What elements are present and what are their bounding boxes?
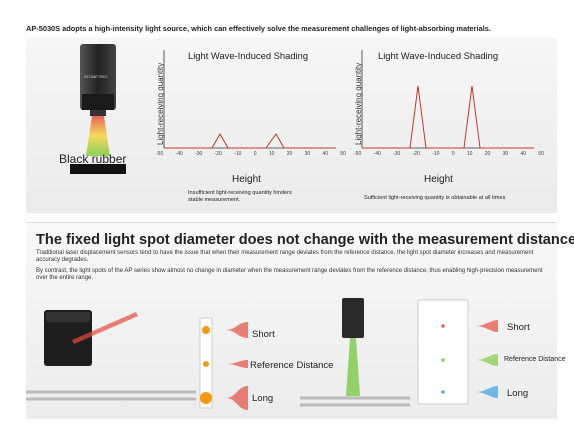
- chart-title: Light Wave-Induced Shading: [378, 50, 499, 61]
- headline: AP-5030S adopts a high-intensity light s…: [26, 24, 491, 33]
- tick: 10: [268, 151, 275, 157]
- tick: 40: [322, 151, 329, 157]
- tick: -10: [234, 151, 242, 157]
- right-short-label: Short: [507, 322, 530, 333]
- right-long-label: Long: [507, 388, 529, 399]
- right-reference-label: Reference Distance: [504, 356, 566, 363]
- chart-note: Insufficient light-receiving quantity hi…: [188, 190, 292, 203]
- tick: -20: [412, 151, 420, 157]
- tick: 10: [466, 151, 473, 157]
- left-long-label: Long: [252, 393, 274, 404]
- tick: 20: [484, 151, 491, 157]
- peak-line: [362, 85, 534, 149]
- traditional-laser-beam: [72, 312, 138, 344]
- top-panel: ATOMETRIO Black rubber Light Wave-Induce…: [26, 38, 557, 213]
- tick: 40: [520, 151, 527, 157]
- tick: 0: [451, 151, 455, 157]
- chart-note: Sufficient light-receiving quantity is o…: [364, 195, 506, 201]
- paragraph-ap-series: By contrast, the light spots of the AP s…: [36, 268, 543, 281]
- bottom-title: The fixed light spot diameter does not c…: [36, 232, 574, 248]
- ap-sensor-body: [342, 298, 364, 338]
- tick: -30: [195, 151, 203, 157]
- tick: -30: [393, 151, 401, 157]
- chart-ticks: -50 -40 -30 -20 -10 0 10 20 30 40 50: [354, 151, 544, 157]
- tick: -50: [156, 151, 164, 157]
- tick: -40: [175, 151, 183, 157]
- tick: -20: [214, 151, 222, 157]
- spot-ladder: [417, 299, 469, 405]
- ap-laser-beam: [346, 338, 360, 396]
- left-reference-label: Reference Distance: [250, 360, 334, 371]
- tick: 50: [340, 151, 346, 157]
- chart-ticks: -50 -40 -30 -20 -10 0 10 20 30 40 50: [156, 151, 346, 157]
- tick: -50: [354, 151, 362, 157]
- tick: 30: [304, 151, 311, 157]
- tick: -40: [373, 151, 381, 157]
- chart-plot: [163, 50, 336, 149]
- tick: 0: [253, 151, 257, 157]
- tick: 20: [286, 151, 293, 157]
- tick: 50: [538, 151, 544, 157]
- chart-plot: [361, 50, 534, 149]
- ap-sensor-diagram: [300, 298, 498, 407]
- traditional-sensor-body: [44, 310, 92, 366]
- tick: 30: [502, 151, 509, 157]
- traditional-sensor-diagram: [26, 310, 248, 410]
- sensor-illustration: [70, 44, 126, 174]
- peak-line: [164, 132, 336, 149]
- chart-xlabel: Height: [232, 174, 261, 185]
- material-label: Black rubber: [59, 152, 127, 166]
- chart-sufficient: Light Wave-Induced Shading Light-receivi…: [354, 38, 554, 213]
- sensor-brand: ATOMETRIO: [84, 74, 108, 79]
- paragraph-traditional: Traditional laser displacement sensors t…: [36, 250, 534, 263]
- chart-xlabel: Height: [424, 174, 453, 185]
- chart-title: Light Wave-Induced Shading: [188, 50, 309, 61]
- tick: -10: [432, 151, 440, 157]
- left-short-label: Short: [252, 329, 275, 340]
- chart-insufficient: Light Wave-Induced Shading Light-receivi…: [156, 38, 356, 213]
